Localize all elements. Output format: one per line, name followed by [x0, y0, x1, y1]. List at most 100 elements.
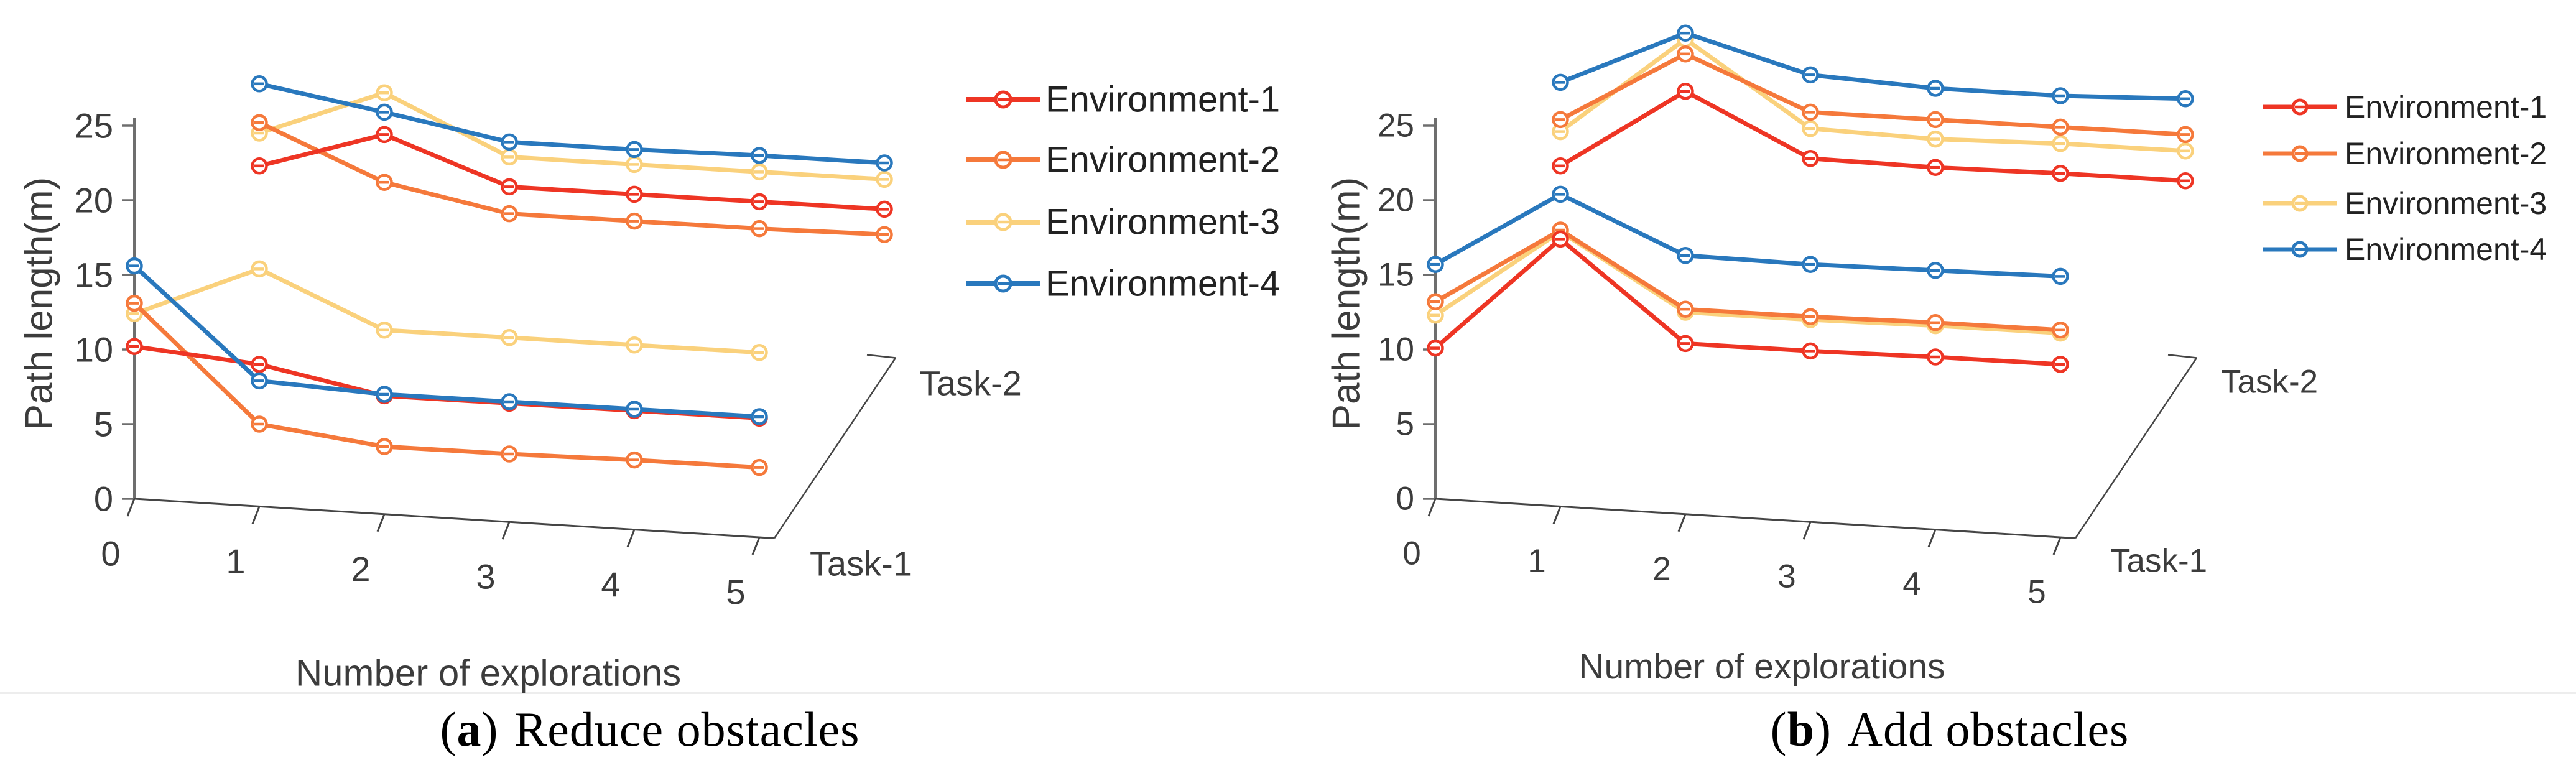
caption-b-paren-close: ): [1814, 702, 1832, 756]
series-line: [132, 301, 762, 470]
caption-b-letter: b: [1787, 702, 1815, 756]
depth-axis-line: [2074, 357, 2198, 539]
x-tick-label: 4: [601, 565, 620, 604]
x-tick-label: 1: [226, 542, 245, 581]
chart-panel-b: 0 5 10 15 20 25 0 1 2 3 4 5 Task-1 Task-2 Path length(…: [1325, 24, 2547, 687]
series-environment-4-task-2: [1552, 24, 2194, 108]
y-tick-label: 20: [75, 181, 113, 220]
series-line: [257, 81, 887, 165]
y-tick-label: 20: [1378, 182, 1414, 219]
x-tick-label: 3: [1777, 558, 1795, 595]
series-line: [257, 132, 887, 211]
y-axis-title: Path length(m): [1325, 177, 1368, 430]
y-axis-title: Path length(m): [18, 177, 61, 430]
x-tick: [251, 506, 261, 524]
depth-axis-far-tick: [2167, 354, 2197, 359]
legend-label: Environment-3: [1045, 202, 1280, 243]
legend-label: Environment-1: [1045, 80, 1280, 120]
caption-a-paren-open: (: [440, 702, 457, 756]
y-tick-label: 0: [1396, 481, 1414, 517]
x-axis-line: [1435, 498, 2076, 539]
series-environment-4-task-2: [251, 75, 893, 172]
legend-label: Environment-4: [1045, 264, 1280, 304]
plot-area-a: 0 5 10 15 20 25 0 1 2 3 4 5 Task-1 Task-2 Path length(…: [18, 75, 1022, 694]
legend-b: Environment-1 Environment-2 Environment-3 E…: [2263, 90, 2547, 267]
y-tick-label: 15: [75, 256, 113, 295]
x-tick-label: 2: [1652, 550, 1670, 587]
series-line: [257, 120, 887, 237]
x-tick: [1677, 514, 1687, 532]
x-tick-label: 1: [1527, 543, 1545, 580]
legend-label: Environment-1: [2345, 90, 2547, 124]
task-2-label: Task-2: [919, 364, 1022, 403]
x-tick: [126, 498, 136, 517]
caption-a-letter: a: [456, 702, 482, 756]
series-line: [1558, 89, 2188, 183]
x-tick-label: 0: [101, 534, 120, 573]
series-line: [1558, 52, 2188, 137]
y-tick-label: 10: [75, 330, 113, 369]
legend-item-2: Environment-2: [2263, 136, 2547, 171]
caption-b-paren-open: (: [1770, 702, 1787, 756]
legend-label: Environment-3: [2345, 186, 2547, 221]
caption-a-paren-close: ): [481, 702, 499, 756]
x-axis-line: [134, 498, 775, 539]
x-axis-title: Number of explorations: [1578, 647, 1945, 687]
figure-row-separator: [0, 692, 2576, 694]
series-line: [1433, 236, 2063, 367]
series-environment-2-task-2: [251, 114, 893, 243]
series-line: [1433, 228, 2063, 333]
x-tick: [376, 514, 386, 532]
x-tick-label: 2: [351, 549, 370, 588]
series-environment-2-task-1: [1427, 221, 2069, 339]
legend-a: Environment-1 Environment-2 Environment-3 E…: [966, 80, 1280, 304]
series-environment-1-task-2: [1552, 83, 2194, 190]
series-line: [132, 264, 762, 419]
legend-item-3: Environment-3: [2263, 186, 2547, 221]
caption-a-text: Reduce obstacles: [514, 702, 860, 756]
chart-panel-a: 0 5 10 15 20 25 0 1 2 3 4 5 Task-1 Task-2 Path length(…: [18, 75, 1280, 694]
x-tick: [1552, 506, 1562, 524]
caption-b-text: Add obstacles: [1847, 702, 2129, 756]
legend-item-4: Environment-4: [966, 264, 1280, 304]
series-environment-2-task-2: [1552, 45, 2194, 144]
x-tick: [1427, 498, 1437, 517]
series-line: [1558, 30, 2188, 101]
x-axis-title: Number of explorations: [295, 652, 681, 694]
y-tick-label: 15: [1378, 257, 1414, 294]
x-tick-label: 5: [726, 573, 745, 612]
task-1-label: Task-1: [2110, 543, 2207, 580]
caption-a: (a) Reduce obstacles: [440, 702, 860, 757]
x-tick-label: 5: [2027, 574, 2046, 611]
x-tick-label: 4: [1902, 566, 1920, 603]
series-line: [1558, 37, 2188, 154]
legend-label: Environment-2: [2345, 136, 2547, 171]
series-environment-1-task-1: [1427, 230, 2069, 373]
series-line: [132, 344, 762, 420]
legend-label: Environment-2: [1045, 140, 1280, 180]
y-tick-label: 10: [1378, 331, 1414, 368]
series-line: [132, 266, 762, 355]
y-tick-label: 25: [75, 106, 113, 146]
series-line: [1433, 192, 2063, 279]
depth-axis-line: [773, 357, 897, 539]
x-tick-label: 3: [476, 557, 495, 596]
legend-item-2: Environment-2: [966, 140, 1280, 180]
legend-item-4: Environment-4: [2263, 232, 2547, 267]
y-tick-label: 0: [94, 479, 113, 519]
y-tick-label: 5: [94, 405, 113, 444]
y-tick-label: 25: [1378, 108, 1414, 144]
x-tick: [1927, 529, 1937, 548]
x-tick: [751, 537, 761, 555]
depth-axis-far-tick: [866, 354, 896, 359]
task-2-label: Task-2: [2221, 364, 2318, 401]
series-environment-4-task-1: [1427, 185, 2069, 285]
task-1-label: Task-1: [810, 544, 912, 583]
series-environment-3-task-1: [126, 260, 768, 361]
y-tick-label: 5: [1396, 406, 1414, 443]
series-environment-2-task-1: [126, 294, 768, 476]
x-tick: [2052, 537, 2062, 555]
legend-item-3: Environment-3: [966, 202, 1280, 243]
plot-area-b: 0 5 10 15 20 25 0 1 2 3 4 5 Task-1 Task-2 Path length(…: [1325, 24, 2318, 687]
series-line: [1433, 229, 2063, 336]
